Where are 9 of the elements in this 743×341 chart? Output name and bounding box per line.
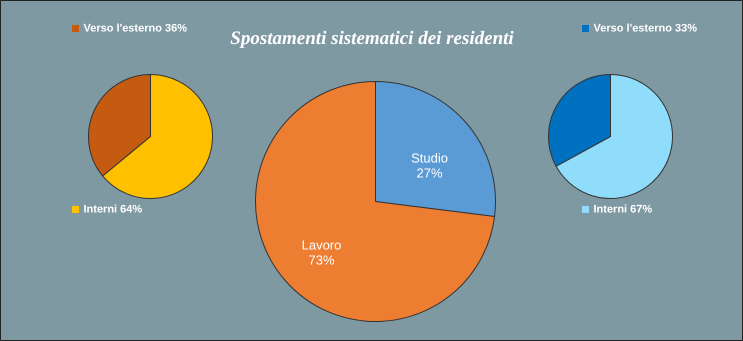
chart-title: Spostamenti sistematici dei residenti <box>230 28 514 49</box>
legend-label: Interni 64% <box>84 204 142 216</box>
legend-label: Verso l'esterno 36% <box>84 22 188 34</box>
slice-label: Lavoro <box>302 238 342 253</box>
slice-label: Studio <box>411 150 448 166</box>
data-label: 73% <box>308 252 335 268</box>
data-label: 27% <box>416 165 443 180</box>
legend-label: Verso l'esterno 33% <box>594 22 698 34</box>
legend-label: Interni 67% <box>594 204 652 216</box>
